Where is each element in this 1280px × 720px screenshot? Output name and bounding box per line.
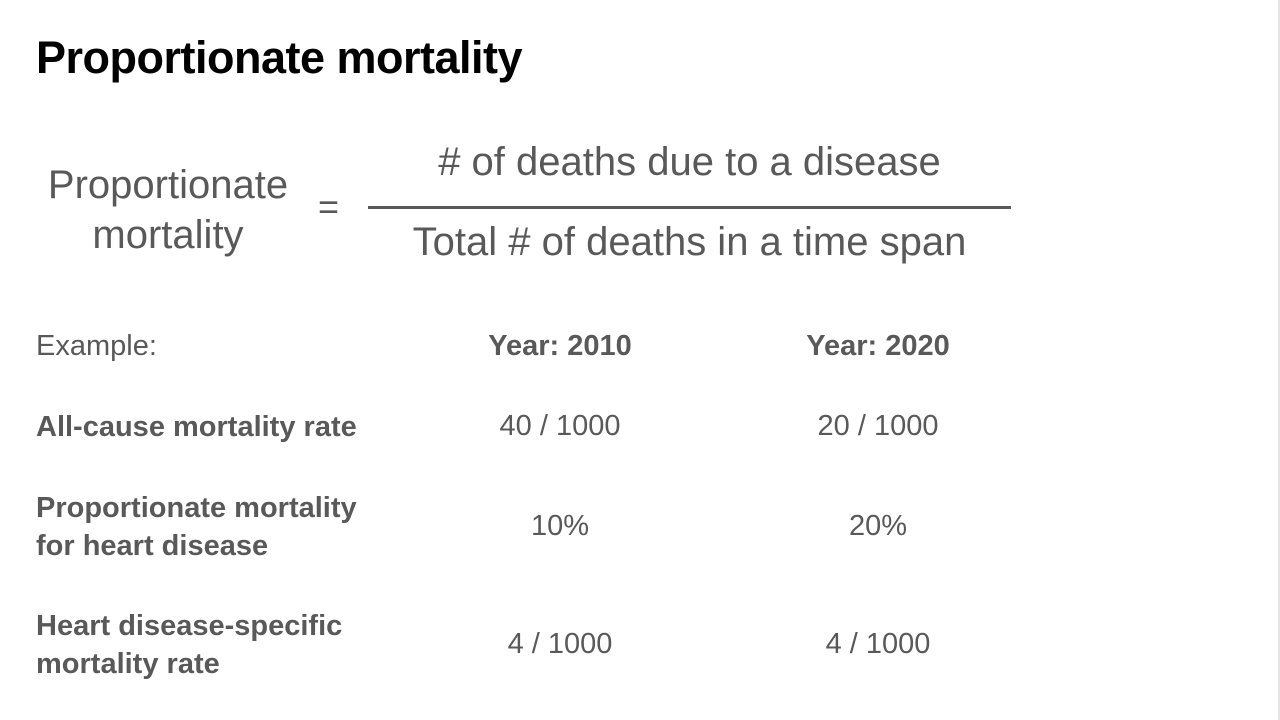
slide-edge	[1278, 0, 1280, 720]
row-label-heart-specific-line2: mortality rate	[36, 648, 220, 680]
slide-title: Proportionate mortality	[36, 32, 523, 83]
formula-equals-sign: =	[318, 186, 340, 227]
formula-lhs: Proportionate mortality	[30, 160, 306, 260]
cell-heart-specific-2020: 4 / 1000	[825, 628, 931, 660]
row-label-proportionate-line2: for heart disease	[36, 530, 269, 562]
column-header-2020: Year: 2020	[806, 330, 950, 362]
cell-all-cause-2010: 40 / 1000	[499, 410, 621, 442]
row-label-heart-specific-line1: Heart disease-specific	[36, 610, 343, 642]
cell-all-cause-2020: 20 / 1000	[817, 410, 939, 442]
row-label-heart-specific: Heart disease-specific mortality rate	[36, 607, 342, 683]
formula-lhs-line2: mortality	[92, 213, 244, 257]
row-label-proportionate-line1: Proportionate mortality	[36, 492, 357, 524]
column-header-2010: Year: 2010	[488, 330, 632, 362]
cell-proportionate-2010: 10%	[530, 510, 590, 542]
row-label-all-cause-line1: All-cause mortality rate	[36, 411, 357, 443]
fraction-bar	[368, 206, 1011, 209]
formula-lhs-line1: Proportionate	[47, 163, 289, 207]
row-label-all-cause: All-cause mortality rate	[36, 408, 357, 446]
formula-numerator: # of deaths due to a disease	[438, 140, 941, 184]
cell-heart-specific-2010: 4 / 1000	[507, 628, 613, 660]
row-label-proportionate: Proportionate mortality for heart diseas…	[36, 489, 357, 565]
formula-denominator: Total # of deaths in a time span	[412, 220, 967, 264]
example-label: Example:	[36, 330, 157, 362]
cell-proportionate-2020: 20%	[848, 510, 908, 542]
